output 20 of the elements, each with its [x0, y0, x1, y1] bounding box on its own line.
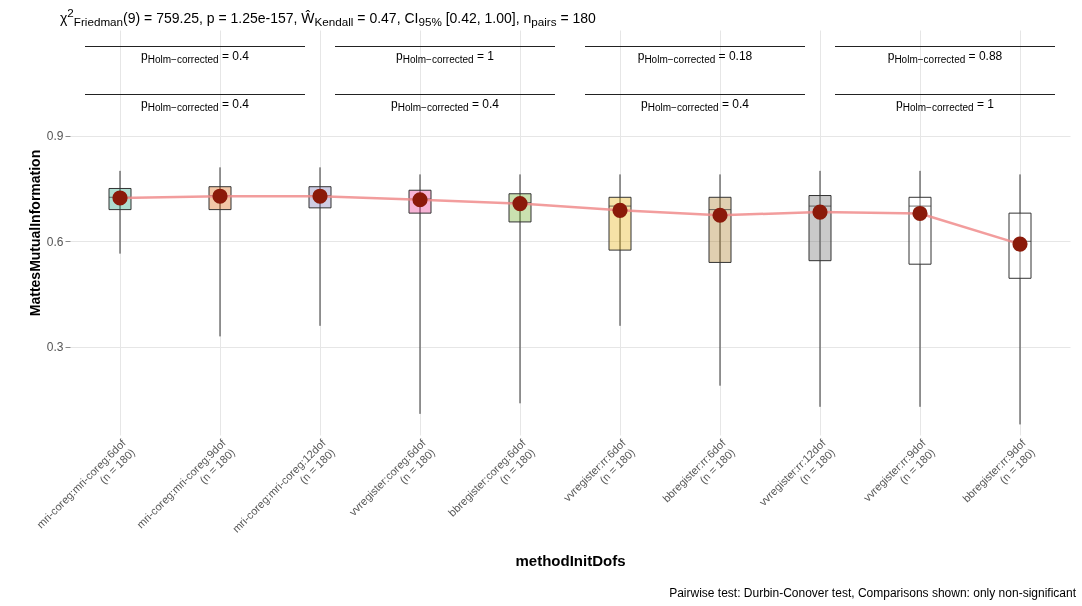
y-tick-label: 0.3: [46, 340, 64, 355]
y-axis-title: MattesMutualInformation: [26, 149, 43, 317]
text: Pairwise test: Durbin-Conover test, Comparisons shown: only non-significant: [669, 586, 1076, 600]
annotation: p$_{Holm−corrected}$ = 0.4: [85, 93, 305, 113]
point: [712, 207, 728, 223]
y-tick-label: 0.6: [46, 234, 64, 249]
x-axis-title: methodInitDofs: [515, 551, 626, 569]
point: [912, 205, 928, 222]
point: [1012, 236, 1028, 252]
annotation: p$_{Holm−corrected}$ = 0.18: [585, 46, 805, 66]
point: [812, 204, 828, 220]
y-tick-label: 0.9: [46, 129, 64, 144]
annotation: p$_{Holm−corrected}$ = 0.4: [85, 46, 305, 66]
chart-title: χ$^{2}$$_{Friedman}$(9) = 759.25, p = 1.25e-157, Ŵ$_{Kendall}$ = 0.47, CI$_{95%}$ [0.42, 1.00], n$_{pairs}$ = 180: [60, 6, 596, 29]
annotation: p$_{Holm−corrected}$ = 1: [335, 46, 555, 66]
annotation: p$_{Holm−corrected}$ = 1: [835, 93, 1055, 113]
point: [612, 202, 628, 218]
annotation: p$_{Holm−corrected}$ = 0.4: [585, 93, 805, 113]
annotation: p$_{Holm−corrected}$ = 0.4: [335, 93, 555, 113]
annotation: p$_{Holm−corrected}$ = 0.88: [835, 46, 1055, 66]
